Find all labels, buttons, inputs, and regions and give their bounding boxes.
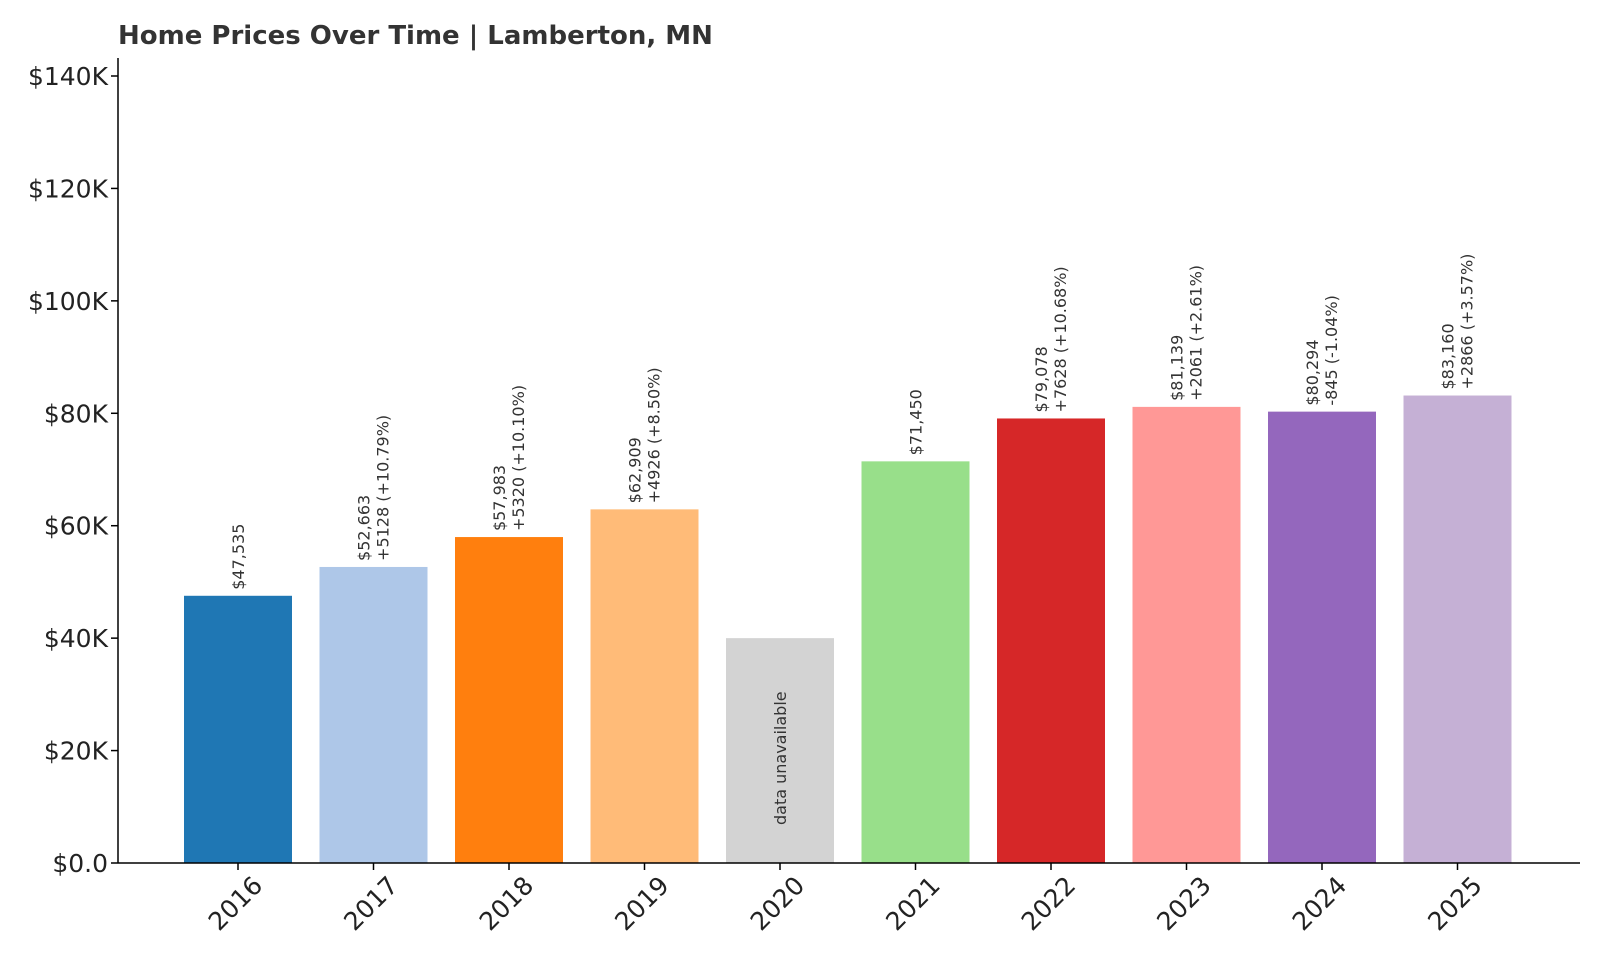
change-label-2023: +2061 (+2.61%) xyxy=(1187,265,1206,401)
y-tick-label: $40K xyxy=(44,624,109,653)
x-axis: 2016 2017 2018 2019 2020 2021 2022 2023 2024 2025 xyxy=(118,862,1580,936)
x-tick-label-2023: 2023 xyxy=(1151,871,1216,936)
change-label-2022: +7628 (+10.68%) xyxy=(1051,266,1070,412)
bar-2024 xyxy=(1268,411,1376,863)
y-tick-label: $140K xyxy=(28,62,109,91)
bar-2021 xyxy=(861,461,970,863)
y-tick-label: $100K xyxy=(28,287,109,316)
change-label-2017: +5128 (+10.79%) xyxy=(374,415,393,561)
y-tick-label: $60K xyxy=(44,512,109,541)
y-tick-label: $20K xyxy=(44,737,109,766)
bars-layer xyxy=(184,395,1512,863)
bar-2022 xyxy=(997,418,1105,863)
x-tick-label-2019: 2019 xyxy=(609,871,674,936)
change-label-2025: +2866 (+3.57%) xyxy=(1458,254,1477,390)
data-labels-layer: $47,535 $52,663 +5128 (+10.79%) $57,983 +532… xyxy=(229,254,1477,825)
x-tick-label-2025: 2025 xyxy=(1422,871,1487,936)
x-tick-label-2021: 2021 xyxy=(880,871,945,936)
unavailable-label-2020: data unavailable xyxy=(771,691,790,825)
change-label-2018: +5320 (+10.10%) xyxy=(509,385,528,531)
x-tick-label-2022: 2022 xyxy=(1016,871,1081,936)
y-axis: $0.0 $20K $40K $60K $80K $100K $120K $140K xyxy=(28,58,119,878)
value-label-2025: $83,160 xyxy=(1439,323,1458,389)
value-label-2019: $62,909 xyxy=(626,437,645,503)
y-tick-label: $80K xyxy=(44,399,109,428)
value-label-2022: $79,078 xyxy=(1032,346,1051,412)
value-label-2016: $47,535 xyxy=(229,524,248,590)
bar-2018 xyxy=(455,537,563,863)
y-tick-label: $120K xyxy=(28,174,109,203)
x-tick-label-2017: 2017 xyxy=(338,871,403,936)
bar-2020 xyxy=(726,638,834,863)
bar-2025 xyxy=(1403,395,1512,863)
value-label-2021: $71,450 xyxy=(907,389,926,455)
value-label-2017: $52,663 xyxy=(355,495,374,561)
change-label-2024: -845 (-1.04%) xyxy=(1322,295,1341,405)
value-label-2023: $81,139 xyxy=(1168,335,1187,401)
x-tick-label-2020: 2020 xyxy=(745,871,810,936)
bar-2023 xyxy=(1132,406,1241,863)
chart-title: Home Prices Over Time | Lamberton, MN xyxy=(118,21,713,51)
bar-2016 xyxy=(184,595,292,863)
x-tick-label-2018: 2018 xyxy=(474,871,539,936)
x-tick-label-2024: 2024 xyxy=(1287,871,1352,936)
value-label-2024: $80,294 xyxy=(1303,339,1322,405)
x-tick-label-2016: 2016 xyxy=(203,871,268,936)
bar-2017 xyxy=(319,566,428,863)
bar-2019 xyxy=(590,509,699,863)
y-tick-label: $0.0 xyxy=(52,849,108,878)
value-label-2018: $57,983 xyxy=(490,465,509,531)
change-label-2019: +4926 (+8.50%) xyxy=(645,367,664,503)
